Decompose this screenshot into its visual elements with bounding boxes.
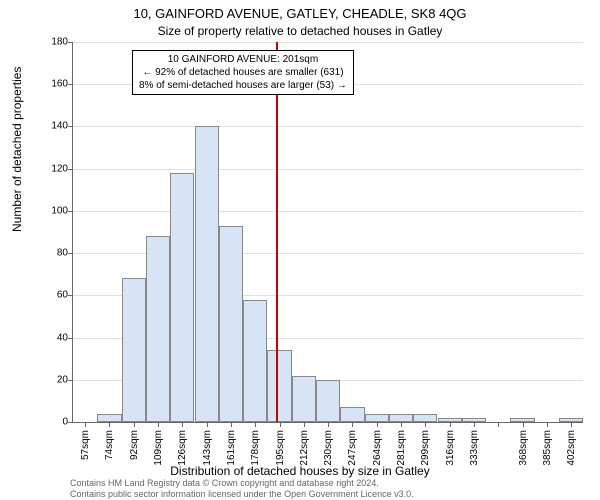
plot-area — [72, 42, 583, 423]
y-tick-label: 180 — [38, 37, 68, 48]
y-tick-label: 100 — [38, 205, 68, 216]
y-tick-label: 40 — [38, 332, 68, 343]
x-tick-mark — [109, 422, 110, 427]
x-tick-mark — [474, 422, 475, 427]
x-tick-label: 178sqm — [250, 430, 261, 466]
x-tick-label: 92sqm — [129, 430, 140, 460]
x-tick-mark — [304, 422, 305, 427]
x-tick-label: 230sqm — [323, 430, 334, 466]
x-tick-mark — [255, 422, 256, 427]
histogram-bar — [97, 414, 121, 422]
y-tick-label: 160 — [38, 79, 68, 90]
annotation-line-1: 10 GAINFORD AVENUE: 201sqm — [139, 53, 347, 66]
x-tick-label: 212sqm — [299, 430, 310, 466]
x-tick-label: 385sqm — [542, 430, 553, 466]
marker-line — [276, 42, 278, 422]
x-axis-label: Distribution of detached houses by size … — [0, 464, 600, 478]
y-tick-mark — [68, 42, 73, 43]
histogram-bar — [122, 278, 146, 422]
y-tick-mark — [68, 253, 73, 254]
x-tick-label: 161sqm — [226, 430, 237, 466]
y-tick-mark — [68, 295, 73, 296]
histogram-bar — [146, 236, 170, 422]
y-tick-label: 0 — [38, 417, 68, 428]
y-tick-mark — [68, 126, 73, 127]
y-axis-label: Number of detached properties — [10, 67, 24, 232]
y-tick-label: 20 — [38, 374, 68, 385]
x-tick-mark — [158, 422, 159, 427]
histogram-bar — [316, 380, 340, 422]
x-tick-mark — [182, 422, 183, 427]
x-tick-mark — [498, 422, 499, 427]
x-tick-mark — [425, 422, 426, 427]
histogram-bar — [195, 126, 219, 422]
x-tick-label: 143sqm — [202, 430, 213, 466]
x-tick-mark — [352, 422, 353, 427]
histogram-bar — [413, 414, 437, 422]
x-tick-label: 281sqm — [396, 430, 407, 466]
annotation-line-3: 8% of semi-detached houses are larger (5… — [139, 79, 347, 92]
annotation-line-2: ← 92% of detached houses are smaller (63… — [139, 66, 347, 79]
histogram-bar — [267, 350, 291, 422]
x-tick-mark — [328, 422, 329, 427]
grid-line — [73, 211, 583, 212]
x-tick-label: 74sqm — [104, 430, 115, 460]
y-tick-mark — [68, 380, 73, 381]
x-tick-mark — [523, 422, 524, 427]
y-tick-label: 60 — [38, 290, 68, 301]
x-tick-mark — [571, 422, 572, 427]
footer-line-2: Contains public sector information licen… — [70, 489, 414, 500]
x-tick-mark — [280, 422, 281, 427]
x-tick-label: 299sqm — [420, 430, 431, 466]
chart-container: 10, GAINFORD AVENUE, GATLEY, CHEADLE, SK… — [0, 0, 600, 500]
annotation-box: 10 GAINFORD AVENUE: 201sqm ← 92% of deta… — [132, 50, 354, 95]
y-tick-mark — [68, 211, 73, 212]
grid-line — [73, 126, 583, 127]
y-tick-label: 80 — [38, 248, 68, 259]
x-tick-mark — [377, 422, 378, 427]
x-tick-label: 126sqm — [177, 430, 188, 466]
histogram-bar — [219, 226, 243, 422]
y-tick-mark — [68, 84, 73, 85]
y-tick-label: 120 — [38, 163, 68, 174]
x-tick-mark — [547, 422, 548, 427]
x-tick-label: 264sqm — [372, 430, 383, 466]
y-tick-mark — [68, 422, 73, 423]
x-tick-label: 57sqm — [80, 430, 91, 460]
x-tick-label: 333sqm — [469, 430, 480, 466]
grid-line — [73, 42, 583, 43]
x-tick-mark — [207, 422, 208, 427]
histogram-bar — [243, 300, 267, 422]
grid-line — [73, 169, 583, 170]
x-tick-label: 402sqm — [566, 430, 577, 466]
y-tick-mark — [68, 338, 73, 339]
histogram-bar — [170, 173, 194, 422]
y-tick-mark — [68, 169, 73, 170]
histogram-bar — [292, 376, 316, 422]
y-tick-label: 140 — [38, 121, 68, 132]
histogram-bar — [365, 414, 389, 422]
x-tick-label: 247sqm — [347, 430, 358, 466]
x-tick-mark — [450, 422, 451, 427]
x-tick-label: 109sqm — [153, 430, 164, 466]
footer-text: Contains HM Land Registry data © Crown c… — [70, 478, 414, 500]
x-tick-mark — [85, 422, 86, 427]
footer-line-1: Contains HM Land Registry data © Crown c… — [70, 478, 414, 489]
x-tick-label: 368sqm — [518, 430, 529, 466]
histogram-bar — [389, 414, 413, 422]
x-tick-mark — [134, 422, 135, 427]
x-tick-label: 316sqm — [445, 430, 456, 466]
x-tick-mark — [401, 422, 402, 427]
x-tick-label: 195sqm — [275, 430, 286, 466]
x-tick-mark — [231, 422, 232, 427]
histogram-bar — [340, 407, 364, 422]
chart-title-main: 10, GAINFORD AVENUE, GATLEY, CHEADLE, SK… — [0, 6, 600, 21]
chart-title-sub: Size of property relative to detached ho… — [0, 24, 600, 38]
